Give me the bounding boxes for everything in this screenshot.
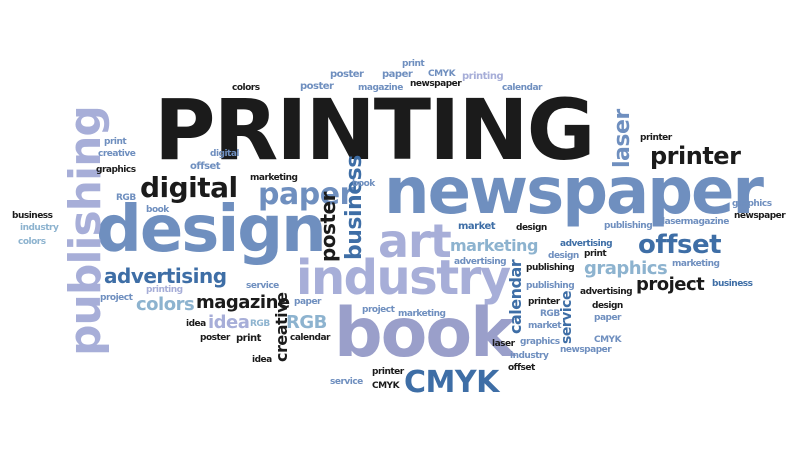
word-service-center: service (330, 377, 363, 387)
word-print-left: print (104, 137, 127, 147)
word-rgb-left-2: RGB (250, 319, 270, 329)
word-idea-left-2: idea (252, 355, 272, 365)
word-creative-left: creative (98, 149, 136, 159)
word-design-right: design (548, 251, 579, 261)
word-newspaper-big: newspaper (384, 155, 764, 229)
word-cmyk-center-2: CMYK (594, 335, 622, 345)
word-advertising-right: advertising (580, 287, 633, 297)
word-offset-mid: offset (638, 230, 722, 260)
word-newspaper: newspaper (410, 79, 462, 89)
word-printer-right: printer (640, 133, 672, 143)
word-paper-left: paper (294, 297, 322, 307)
word-printer-top: printer (650, 142, 741, 170)
word-graphics-right: graphics (732, 199, 772, 209)
word-service-vertical: service (559, 291, 575, 344)
word-print-left-2: print (236, 333, 261, 344)
word-print-center: print (584, 249, 607, 259)
word-laser-center: laser (492, 339, 515, 349)
word-paper-center: paper (594, 313, 622, 323)
word-graphics-center: graphics (520, 337, 560, 347)
word-business-vertical: business (342, 155, 367, 260)
word-book-center: book (352, 179, 375, 189)
word-business-left: business (12, 211, 53, 221)
word-newspaper-right: newspaper (734, 211, 786, 221)
word-business-right: business (712, 279, 753, 289)
word-paper-mid: paper (258, 177, 354, 212)
word-calendar: calendar (502, 83, 542, 93)
word-poster-vertical: poster (316, 192, 340, 262)
word-publishing-right: publishing (604, 221, 653, 231)
word-printing-main: PRINTING (154, 81, 596, 179)
word-creative-vertical: creative (272, 292, 291, 362)
word-calendar-vertical: calendar (506, 259, 525, 334)
word-marketing-right: marketing (672, 259, 720, 269)
word-market-center: market (458, 221, 496, 232)
word-advertising-center: advertising (560, 239, 613, 249)
word-design-center: design (516, 223, 547, 233)
word-publishing-vertical: publishing (60, 106, 111, 356)
word-printing-left: printing (146, 285, 183, 295)
word-colors-mid: colors (136, 294, 195, 315)
word-poster-left: poster (200, 333, 230, 343)
word-publishing-center-2: publishing (526, 281, 575, 291)
word-offset-center: offset (508, 363, 535, 373)
word-paper: paper (382, 69, 413, 80)
word-rgb-mid: RGB (286, 312, 327, 333)
word-art-big: art (378, 214, 452, 268)
word-printer-mid: printer (528, 297, 560, 307)
word-magazine-right: magazine (684, 217, 729, 227)
word-print: print (402, 59, 425, 69)
word-poster-2: poster (330, 69, 364, 80)
word-rgb-center: RGB (540, 309, 560, 319)
word-industry-left: industry (20, 223, 59, 233)
word-poster: poster (300, 81, 334, 92)
word-digital-left: digital (210, 149, 240, 159)
word-project-mid: project (636, 274, 705, 295)
word-marketing-center: marketing (398, 309, 446, 319)
word-colors-left: colors (18, 237, 46, 247)
word-magazine-mid: magazine (196, 292, 290, 313)
word-project-center: project (362, 305, 395, 315)
word-design-center-2: design (592, 301, 623, 311)
word-cmyk-center: CMYK (372, 381, 400, 391)
word-book-left: book (146, 205, 169, 215)
word-industry-center: industry (510, 351, 549, 361)
word-magazine: magazine (358, 83, 403, 93)
word-newspaper-center: newspaper (560, 345, 612, 355)
word-calendar-left: calendar (290, 333, 330, 343)
word-idea-mid: idea (208, 312, 250, 333)
word-advertising-mid: advertising (104, 264, 227, 288)
word-printing: printing (462, 71, 504, 82)
word-book-big: book (334, 294, 515, 373)
word-laser-vertical: laser (610, 109, 635, 168)
word-rgb-left: RGB (116, 193, 136, 203)
word-offset-left: offset (190, 161, 221, 172)
word-marketing-mid: marketing (450, 236, 538, 255)
word-service-left: service (246, 281, 279, 291)
word-publishing-center: publishing (526, 263, 575, 273)
word-printer-center: printer (372, 367, 404, 377)
word-advertising-center-2: advertising (454, 257, 507, 267)
word-cmyk: CMYK (428, 69, 456, 79)
word-graphics-mid: graphics (584, 258, 668, 279)
word-cmyk-big: CMYK (404, 365, 499, 400)
word-colors: colors (232, 83, 260, 93)
word-market-center-2: market (528, 321, 562, 331)
word-project-left: project (100, 293, 133, 303)
word-digital-mid: digital (140, 171, 238, 204)
word-industry-big: industry (296, 250, 511, 306)
word-laser-right: laser (662, 217, 685, 227)
word-idea-left: idea (186, 319, 206, 329)
word-marketing-left: marketing (250, 173, 298, 183)
word-design-big: design (96, 193, 327, 267)
word-graphics-left: graphics (96, 165, 136, 175)
